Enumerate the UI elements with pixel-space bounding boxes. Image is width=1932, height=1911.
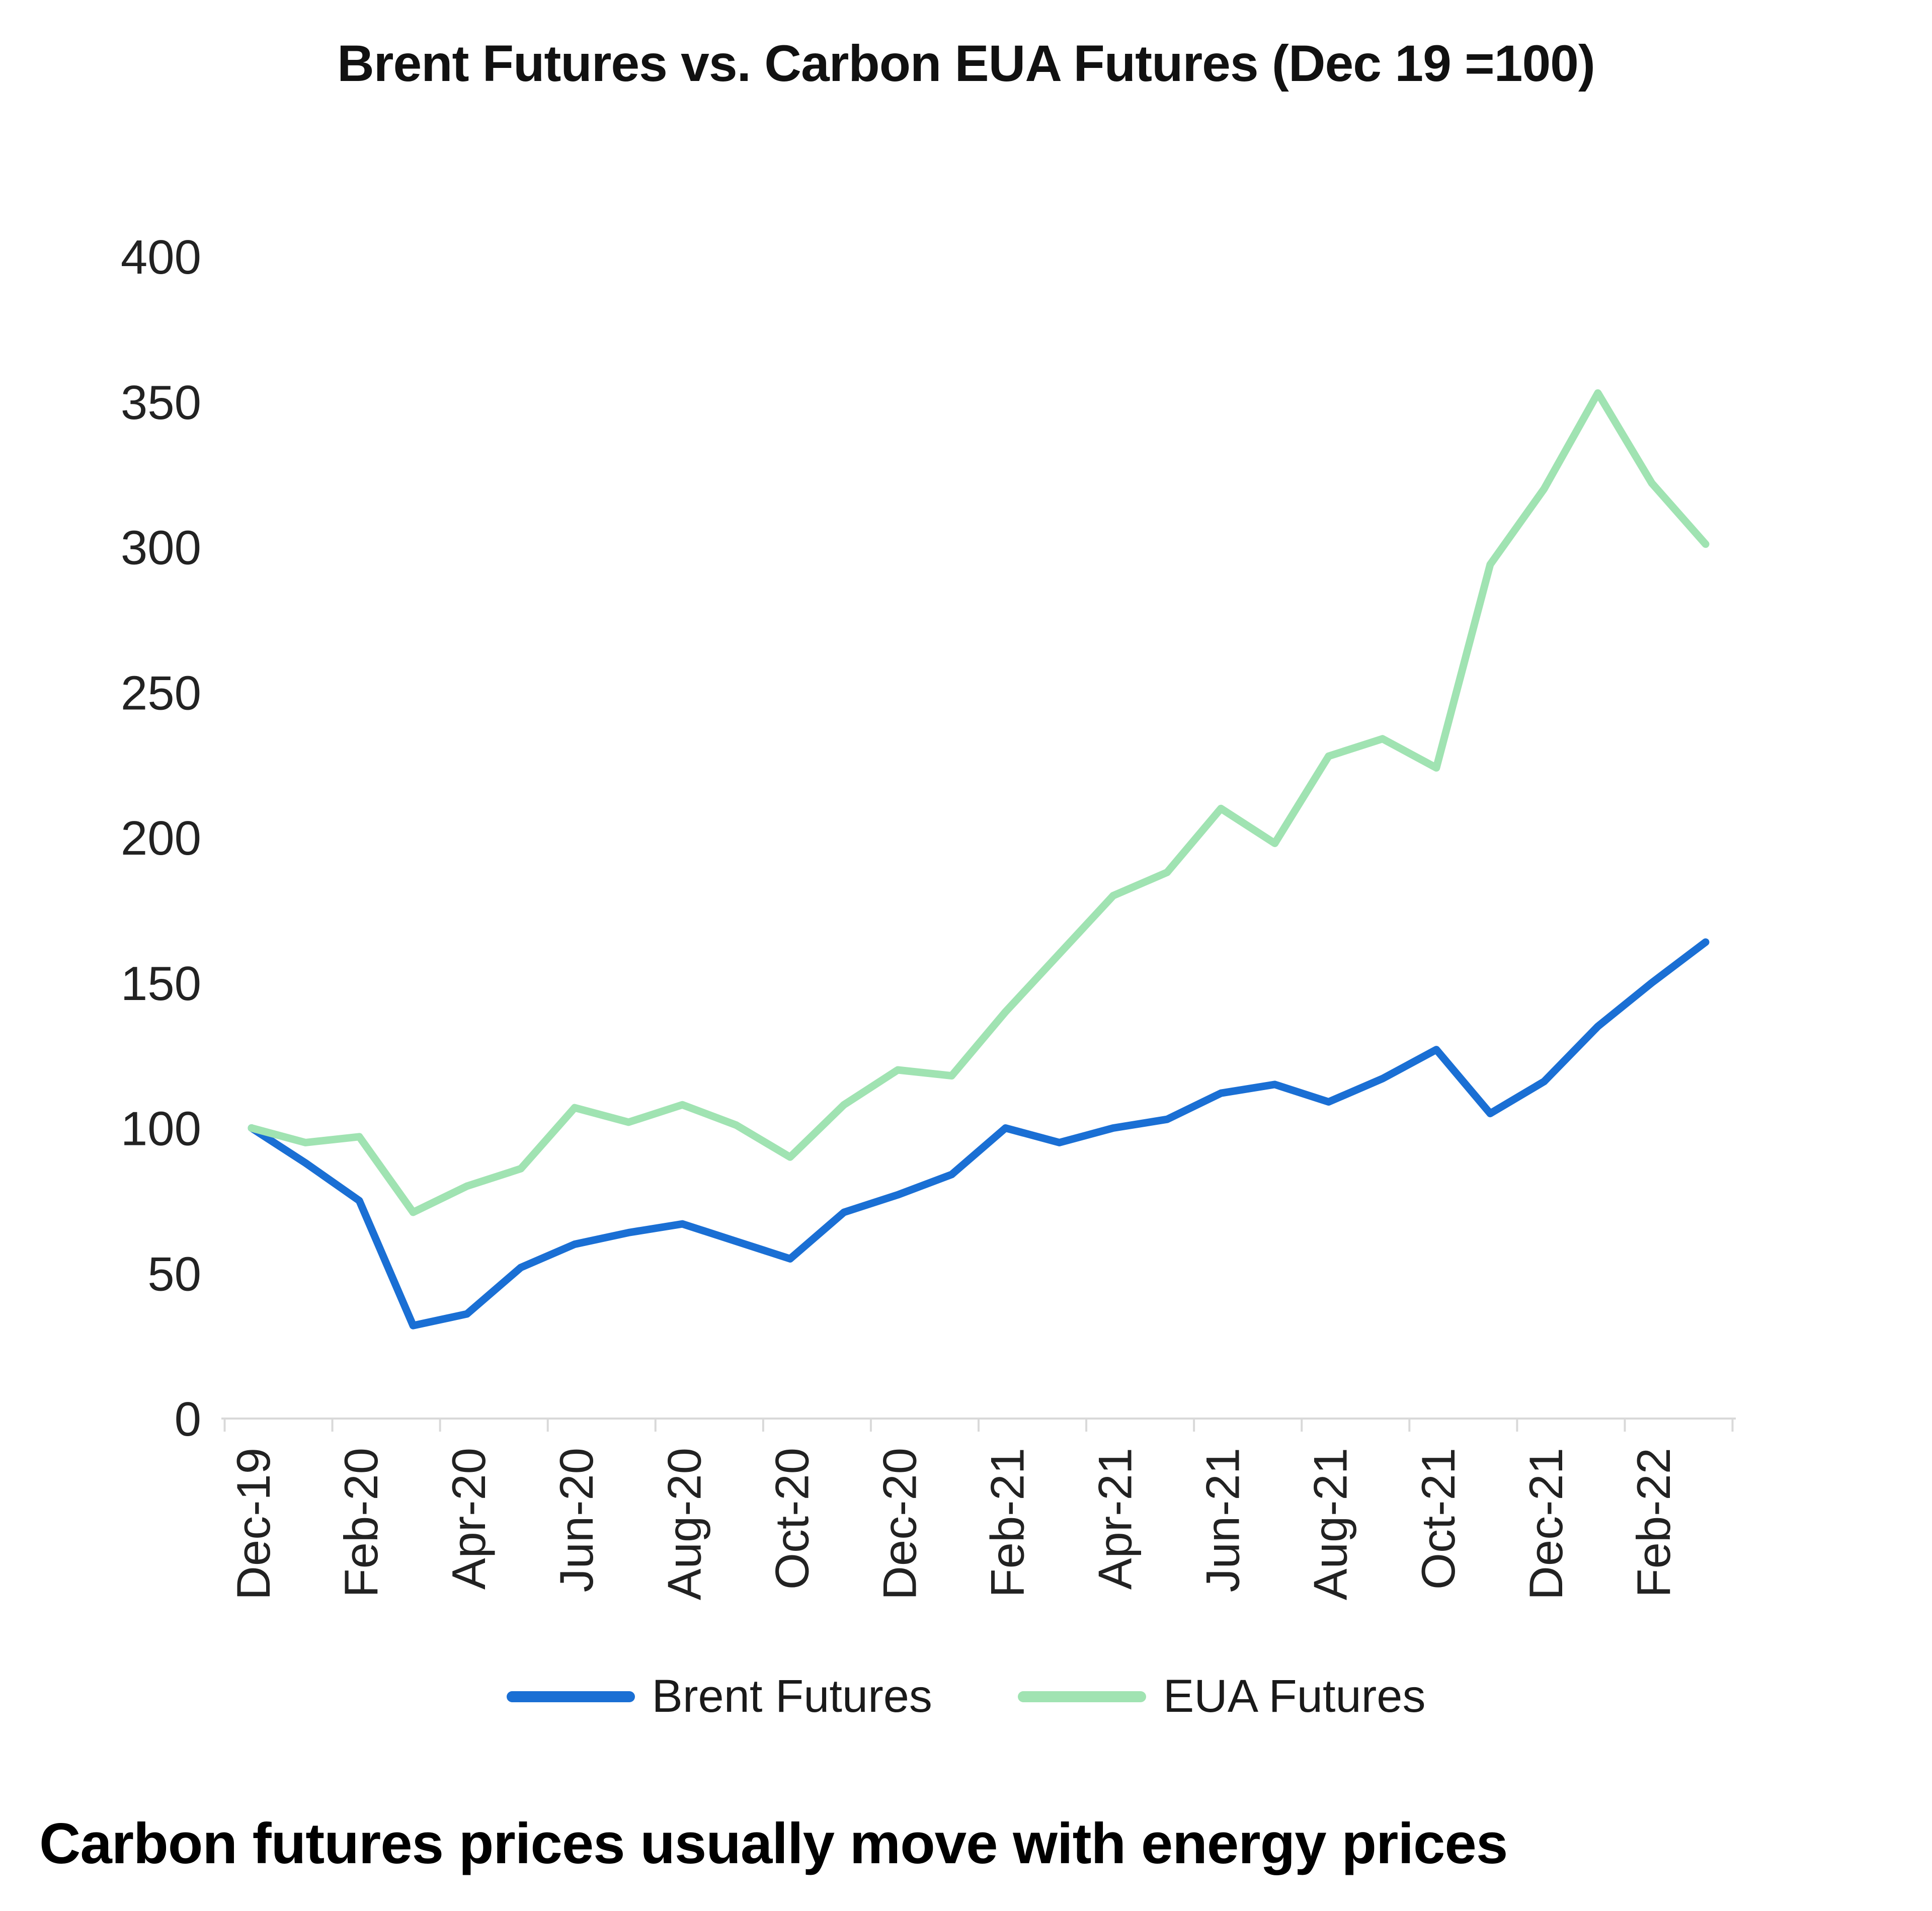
x-axis-tick-label: Oct-21 bbox=[1412, 1448, 1465, 1590]
x-axis-tick-label: Feb-21 bbox=[981, 1448, 1034, 1598]
x-axis-tick-label: Apr-21 bbox=[1089, 1448, 1142, 1590]
x-axis-tick-label: Dec-21 bbox=[1519, 1448, 1572, 1600]
x-axis-tick-label: Dec-20 bbox=[873, 1448, 926, 1600]
x-axis-tick-label: Jun-21 bbox=[1196, 1448, 1249, 1592]
y-axis-tick-label: 350 bbox=[121, 376, 201, 430]
legend-item-brent-futures: Brent Futures bbox=[506, 1670, 932, 1723]
x-axis-tick-label: Aug-20 bbox=[658, 1448, 710, 1600]
eua-futures-line-swatch bbox=[1017, 1691, 1146, 1702]
y-axis-tick-label: 0 bbox=[175, 1392, 201, 1446]
x-axis-tick-label: Dec-19 bbox=[227, 1448, 280, 1600]
series-line-eua-futures bbox=[248, 389, 1710, 1216]
y-axis-tick-label: 50 bbox=[147, 1247, 201, 1301]
x-axis-tick-label: Jun-20 bbox=[550, 1448, 603, 1592]
y-axis-tick-label: 200 bbox=[121, 811, 201, 865]
legend-label-brent-futures: Brent Futures bbox=[652, 1671, 932, 1722]
chart-title: Brent Futures vs. Carbon EUA Futures (De… bbox=[337, 35, 1595, 92]
y-axis-tick-label: 100 bbox=[121, 1102, 201, 1156]
x-axis-tick-label: Apr-20 bbox=[442, 1448, 495, 1590]
y-axis-tick-label: 250 bbox=[121, 666, 201, 720]
x-axis-tick-label: Aug-21 bbox=[1304, 1448, 1357, 1600]
y-axis-tick-label: 300 bbox=[121, 521, 201, 575]
series-line-brent-futures bbox=[248, 938, 1710, 1330]
chart-caption: Carbon futures prices usually move with … bbox=[39, 1812, 1508, 1876]
x-axis-tick-label: Feb-22 bbox=[1627, 1448, 1680, 1598]
x-axis-tick-label: Feb-20 bbox=[335, 1448, 387, 1598]
y-axis-tick-label: 400 bbox=[121, 230, 201, 284]
chart-legend: Brent Futures EUA Futures bbox=[0, 1670, 1932, 1723]
legend-label-eua-futures: EUA Futures bbox=[1163, 1671, 1426, 1722]
legend-item-eua-futures: EUA Futures bbox=[1017, 1670, 1426, 1723]
y-axis-tick-label: 150 bbox=[121, 957, 201, 1011]
x-axis-tick-label: Oct-20 bbox=[765, 1448, 818, 1590]
brent-futures-line-swatch bbox=[506, 1691, 635, 1702]
